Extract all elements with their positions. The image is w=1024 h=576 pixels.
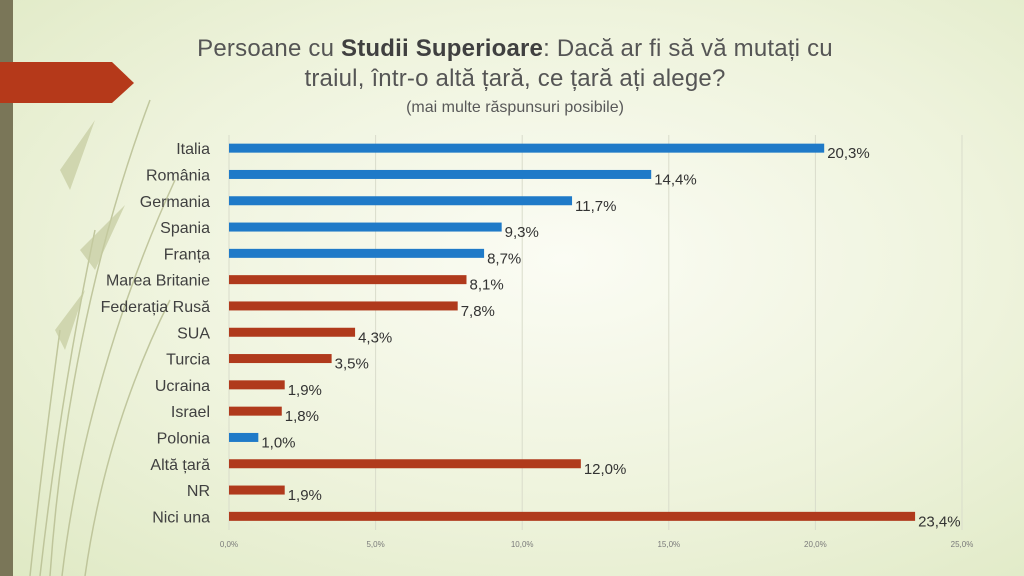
bar [229, 459, 581, 469]
bar [229, 380, 285, 390]
value-label: 11,7% [575, 198, 616, 215]
bar [229, 143, 825, 153]
value-label: 4,3% [358, 329, 392, 346]
value-label: 20,3% [827, 145, 870, 162]
value-label: 14,4% [654, 171, 697, 188]
category-label: Spania [160, 220, 210, 237]
category-label: Israel [171, 404, 210, 421]
bar [229, 248, 485, 258]
category-label: Nici una [152, 509, 210, 526]
x-tick-label: 25,0% [951, 540, 974, 549]
bar [229, 169, 652, 179]
value-label: 8,7% [487, 250, 521, 267]
category-label: Altă țară [150, 457, 210, 474]
value-label: 7,8% [461, 303, 495, 320]
x-tick-label: 5,0% [366, 540, 384, 549]
category-label: Marea Britanie [106, 273, 210, 290]
value-label: 9,3% [505, 224, 539, 241]
value-label: 1,0% [261, 434, 295, 451]
accent-arrow-shape [0, 62, 134, 103]
title-bold: Studii Superioare [341, 35, 544, 62]
chart-title: Persoane cu Studii Superioare: Dacă ar f… [150, 34, 880, 94]
chart-subtitle: (mai multe răspunsuri posibile) [406, 99, 624, 116]
title-line1-rest: : Dacă ar fi să vă mutați cu [543, 35, 833, 62]
bar [229, 406, 282, 416]
category-label: Italia [176, 141, 210, 158]
left-decorative-band [0, 0, 13, 576]
x-tick-label: 20,0% [804, 540, 827, 549]
bar [229, 301, 458, 311]
x-tick-label: 15,0% [657, 540, 680, 549]
bar [229, 222, 502, 232]
value-label: 1,9% [288, 487, 322, 504]
category-label: NR [187, 483, 210, 500]
category-label: Germania [140, 194, 210, 211]
value-label: 1,9% [288, 382, 322, 399]
bar [229, 432, 259, 442]
bar [229, 275, 467, 285]
value-label: 3,5% [335, 356, 369, 373]
category-label: Polonia [157, 430, 210, 447]
value-label: 8,1% [469, 277, 503, 294]
category-label: Ucraina [155, 378, 210, 395]
x-tick-label: 0,0% [220, 540, 238, 549]
category-label: Turcia [166, 352, 210, 369]
category-label: România [146, 167, 210, 184]
value-label: 12,0% [584, 461, 627, 478]
value-label: 23,4% [918, 513, 961, 530]
title-line2: traiul, într-o altă țară, ce țară ați al… [304, 65, 726, 92]
bar [229, 485, 285, 495]
x-tick-label: 10,0% [511, 540, 534, 549]
bar [229, 354, 332, 364]
value-label: 1,8% [285, 408, 319, 425]
title-prefix: Persoane cu [197, 35, 341, 62]
bar [229, 327, 356, 337]
bar [229, 511, 916, 521]
category-label: Federația Rusă [101, 299, 210, 316]
bar [229, 196, 573, 206]
category-label: Franța [164, 246, 210, 263]
category-label: SUA [177, 325, 210, 342]
